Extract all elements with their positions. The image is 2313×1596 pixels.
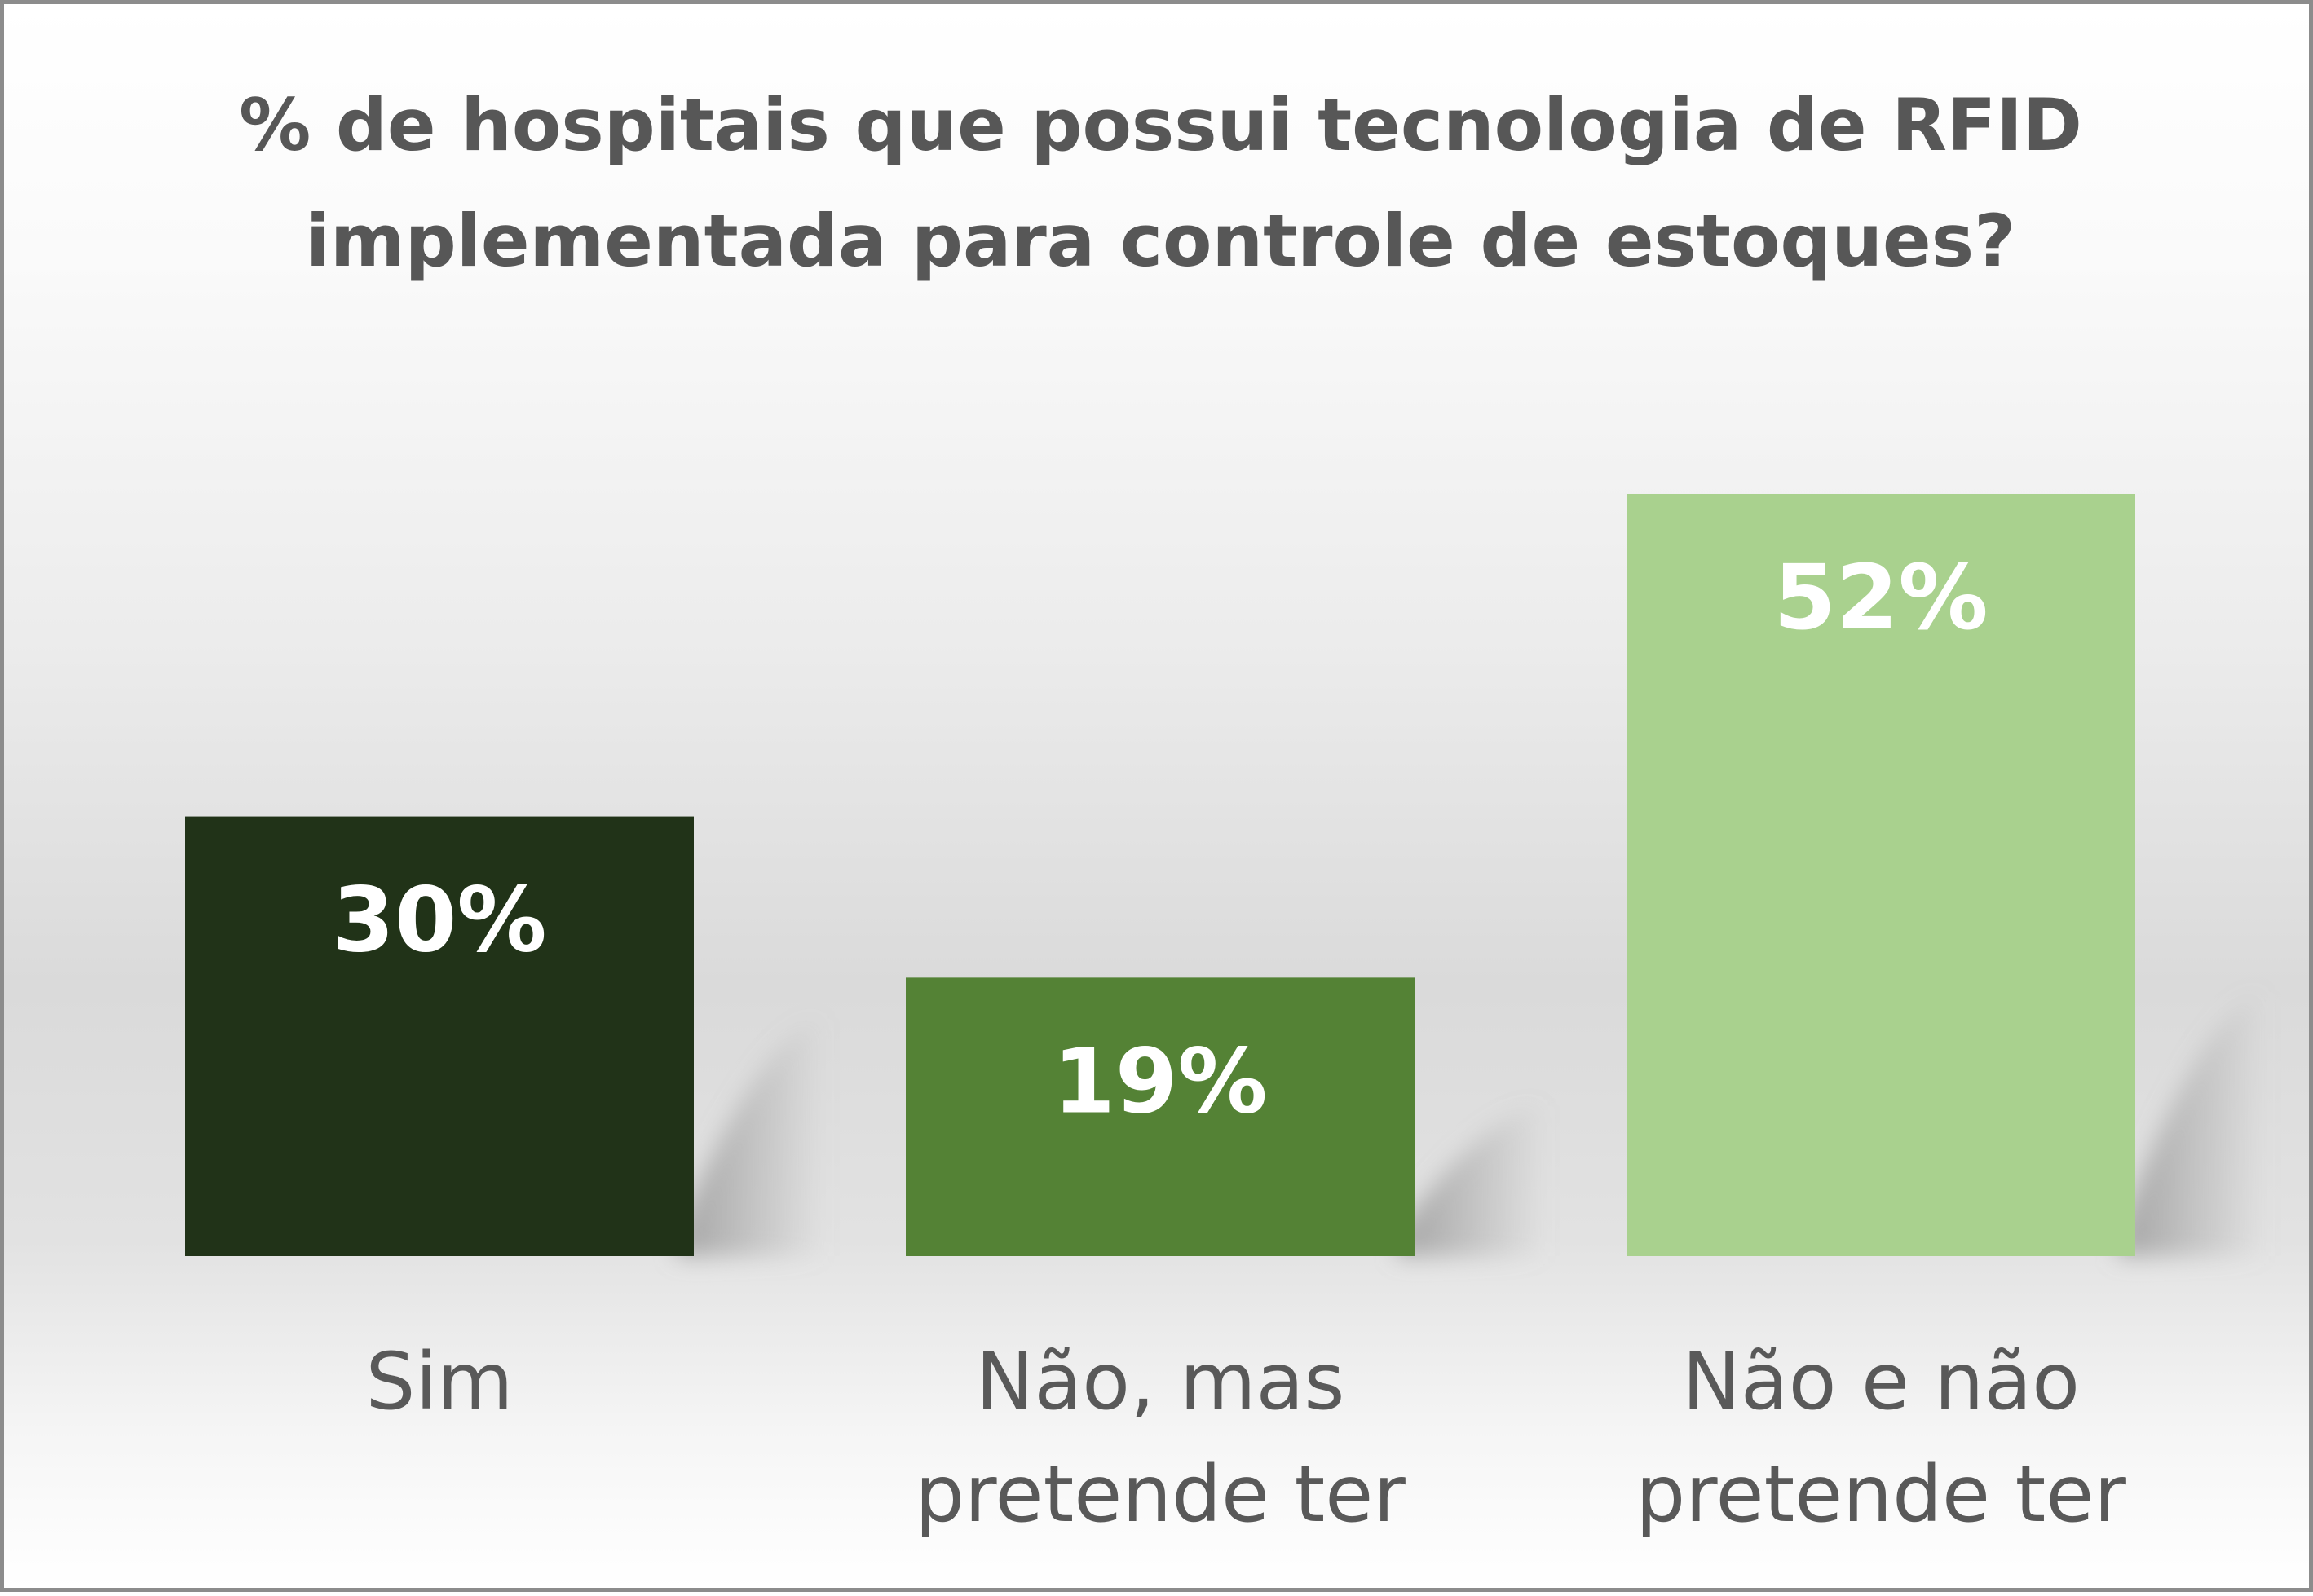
category-label: pretende ter bbox=[1635, 1448, 2126, 1540]
chart-title-line-1: % de hospitais que possui tecnologia de … bbox=[239, 83, 2082, 167]
bar bbox=[1627, 494, 2135, 1256]
bar-shadow bbox=[678, 1014, 824, 1256]
category-label: Sim bbox=[365, 1336, 513, 1427]
bar-shadow bbox=[1398, 1103, 1545, 1256]
bar bbox=[185, 816, 694, 1256]
category-label: Não, mas bbox=[976, 1336, 1345, 1427]
bar bbox=[906, 977, 1415, 1256]
chart-title: % de hospitais que possui tecnologia de … bbox=[4, 68, 2313, 299]
bar-chart: 30% 19% 52% Sim Não, mas pretende ter Não e n… bbox=[185, 494, 2266, 1540]
category-label: pretende ter bbox=[915, 1448, 1406, 1540]
data-label: 30% bbox=[332, 868, 546, 972]
bar-shadow bbox=[2119, 987, 2266, 1256]
category-label: Não e não bbox=[1682, 1336, 2080, 1427]
data-label: 52% bbox=[1773, 545, 1988, 650]
data-label: 19% bbox=[1053, 1029, 1267, 1133]
chart-title-line-2: implementada para controle de estoques? bbox=[305, 199, 2016, 283]
